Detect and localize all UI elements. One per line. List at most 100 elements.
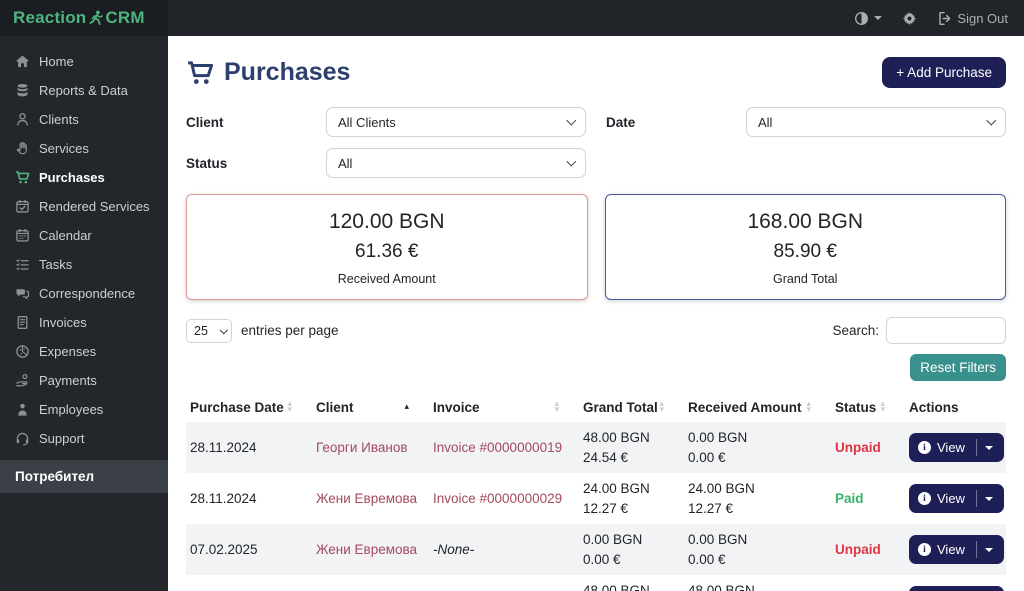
view-dropdown-toggle[interactable]: [984, 547, 993, 552]
view-button[interactable]: View: [909, 535, 1004, 564]
col-header-received-amount[interactable]: Received Amount: [684, 394, 831, 422]
invoice-link[interactable]: Invoice #0000000029: [433, 491, 563, 506]
sign-out-label: Sign Out: [957, 10, 1008, 26]
sidebar-item-services[interactable]: Services: [0, 134, 168, 163]
view-dropdown-toggle[interactable]: [984, 445, 993, 450]
page-title: Purchases: [186, 58, 350, 87]
grand-total-cell: 0.00 BGN 0.00 €: [583, 532, 643, 567]
invoice-link[interactable]: Invoice #0000000019: [433, 440, 563, 455]
sidebar-user-section[interactable]: Потребител: [0, 460, 168, 493]
reset-filters-button[interactable]: Reset Filters: [910, 354, 1006, 381]
view-button[interactable]: View: [909, 484, 1004, 513]
col-header-actions: Actions: [909, 400, 959, 415]
sidebar: Home Reports & Data Clients Services Pur…: [0, 36, 168, 591]
chat-icon: [15, 286, 30, 301]
theme-toggle-dropdown[interactable]: [854, 11, 883, 26]
sidebar-item-tasks[interactable]: Tasks: [0, 250, 168, 279]
received-amount-cell: 0.00 BGN 0.00 €: [688, 532, 748, 567]
sort-asc-icon: [404, 405, 409, 410]
grand-total-card: 168.00 BGN 85.90 € Grand Total: [604, 194, 1006, 300]
entries-per-page-select[interactable]: 25: [186, 318, 232, 343]
grand-total-bgn: 168.00 BGN: [747, 210, 864, 233]
purchase-date-cell: 07.02.2025: [190, 542, 258, 557]
status-badge: Unpaid: [835, 440, 881, 455]
sidebar-item-home[interactable]: Home: [0, 47, 168, 76]
brand-logo[interactable]: Reaction CRM: [0, 0, 168, 36]
chevron-down-icon: [874, 16, 883, 20]
headset-icon: [15, 431, 30, 446]
sidebar-item-reports[interactable]: Reports & Data: [0, 76, 168, 105]
database-icon: [15, 83, 30, 98]
runner-icon: [87, 10, 104, 27]
col-header-invoice[interactable]: Invoice: [429, 394, 579, 422]
sign-out-icon: [937, 11, 952, 26]
col-header-purchase-date[interactable]: Purchase Date: [186, 394, 312, 422]
received-amount-eur: 61.36 €: [355, 241, 419, 262]
status-badge: Unpaid: [835, 542, 881, 557]
sort-icon: [806, 402, 811, 412]
table-row: 28.11.2024 Жени Евремова Invoice #000000…: [186, 473, 1006, 524]
status-filter-label: Status: [186, 155, 228, 171]
sort-icon: [287, 402, 292, 412]
col-header-client[interactable]: Client: [312, 394, 429, 422]
search-input[interactable]: [886, 317, 1006, 344]
invoice-none: -None-: [433, 542, 475, 557]
sort-icon: [554, 402, 559, 412]
purchases-table: Purchase Date Client Invoice Grand Total…: [186, 394, 1006, 591]
payment-icon: [15, 373, 30, 388]
sort-icon: [659, 402, 664, 412]
coin-icon: [15, 344, 30, 359]
info-icon: [918, 441, 931, 454]
brand-name-right: CRM: [105, 8, 145, 27]
received-amount-cell: 24.00 BGN 12.27 €: [688, 481, 755, 516]
client-filter-select[interactable]: All Clients: [326, 107, 586, 137]
sidebar-item-rendered-services[interactable]: Rendered Services: [0, 192, 168, 221]
cart-icon: [15, 170, 30, 185]
purchase-date-cell: 28.11.2024: [190, 491, 257, 506]
client-link[interactable]: Жени Евремова: [316, 491, 418, 506]
received-amount-bgn: 120.00 BGN: [328, 210, 445, 233]
client-link[interactable]: Жени Евремова: [316, 542, 418, 557]
sidebar-item-clients[interactable]: Clients: [0, 105, 168, 134]
theme-contrast-icon: [854, 11, 869, 26]
sidebar-item-calendar[interactable]: Calendar: [0, 221, 168, 250]
tasks-icon: [15, 257, 30, 272]
view-dropdown-toggle[interactable]: [984, 496, 993, 501]
status-filter-select[interactable]: All: [326, 148, 586, 178]
gear-icon: [903, 11, 917, 25]
client-link[interactable]: Георги Иванов: [316, 440, 408, 455]
add-purchase-button[interactable]: + Add Purchase: [882, 57, 1006, 88]
col-header-grand-total[interactable]: Grand Total: [579, 394, 684, 422]
person-icon: [15, 112, 30, 127]
cart-icon: [186, 59, 214, 87]
info-icon: [918, 492, 931, 505]
sidebar-item-employees[interactable]: Employees: [0, 395, 168, 424]
grand-total-cell: 24.00 BGN 12.27 €: [583, 481, 650, 516]
table-row: 28.11.2024 Георги Иванов Invoice #000000…: [186, 422, 1006, 473]
sidebar-item-invoices[interactable]: Invoices: [0, 308, 168, 337]
settings-button[interactable]: [902, 11, 917, 26]
status-badge: Paid: [835, 491, 864, 506]
sidebar-item-correspondence[interactable]: Correspondence: [0, 279, 168, 308]
sidebar-item-purchases[interactable]: Purchases: [0, 163, 168, 192]
date-filter-select[interactable]: All: [746, 107, 1006, 137]
sidebar-item-payments[interactable]: Payments: [0, 366, 168, 395]
grand-total-label: Grand Total: [773, 272, 838, 286]
received-amount-card: 120.00 BGN 61.36 € Received Amount: [186, 194, 588, 300]
grand-total-eur: 85.90 €: [773, 241, 837, 262]
view-button[interactable]: View: [909, 586, 1004, 591]
calendar-icon: [15, 228, 30, 243]
main-content: Purchases + Add Purchase Client All Clie…: [168, 36, 1024, 591]
view-button[interactable]: View: [909, 433, 1004, 462]
sidebar-item-expenses[interactable]: Expenses: [0, 337, 168, 366]
received-amount-label: Received Amount: [337, 272, 436, 286]
people-icon: [15, 402, 30, 417]
home-icon: [15, 54, 30, 69]
document-icon: [15, 315, 30, 330]
sidebar-item-support[interactable]: Support: [0, 424, 168, 453]
sign-out-button[interactable]: Sign Out: [937, 11, 1008, 26]
received-amount-cell: 0.00 BGN 0.00 €: [688, 430, 748, 465]
col-header-status[interactable]: Status: [831, 394, 905, 422]
